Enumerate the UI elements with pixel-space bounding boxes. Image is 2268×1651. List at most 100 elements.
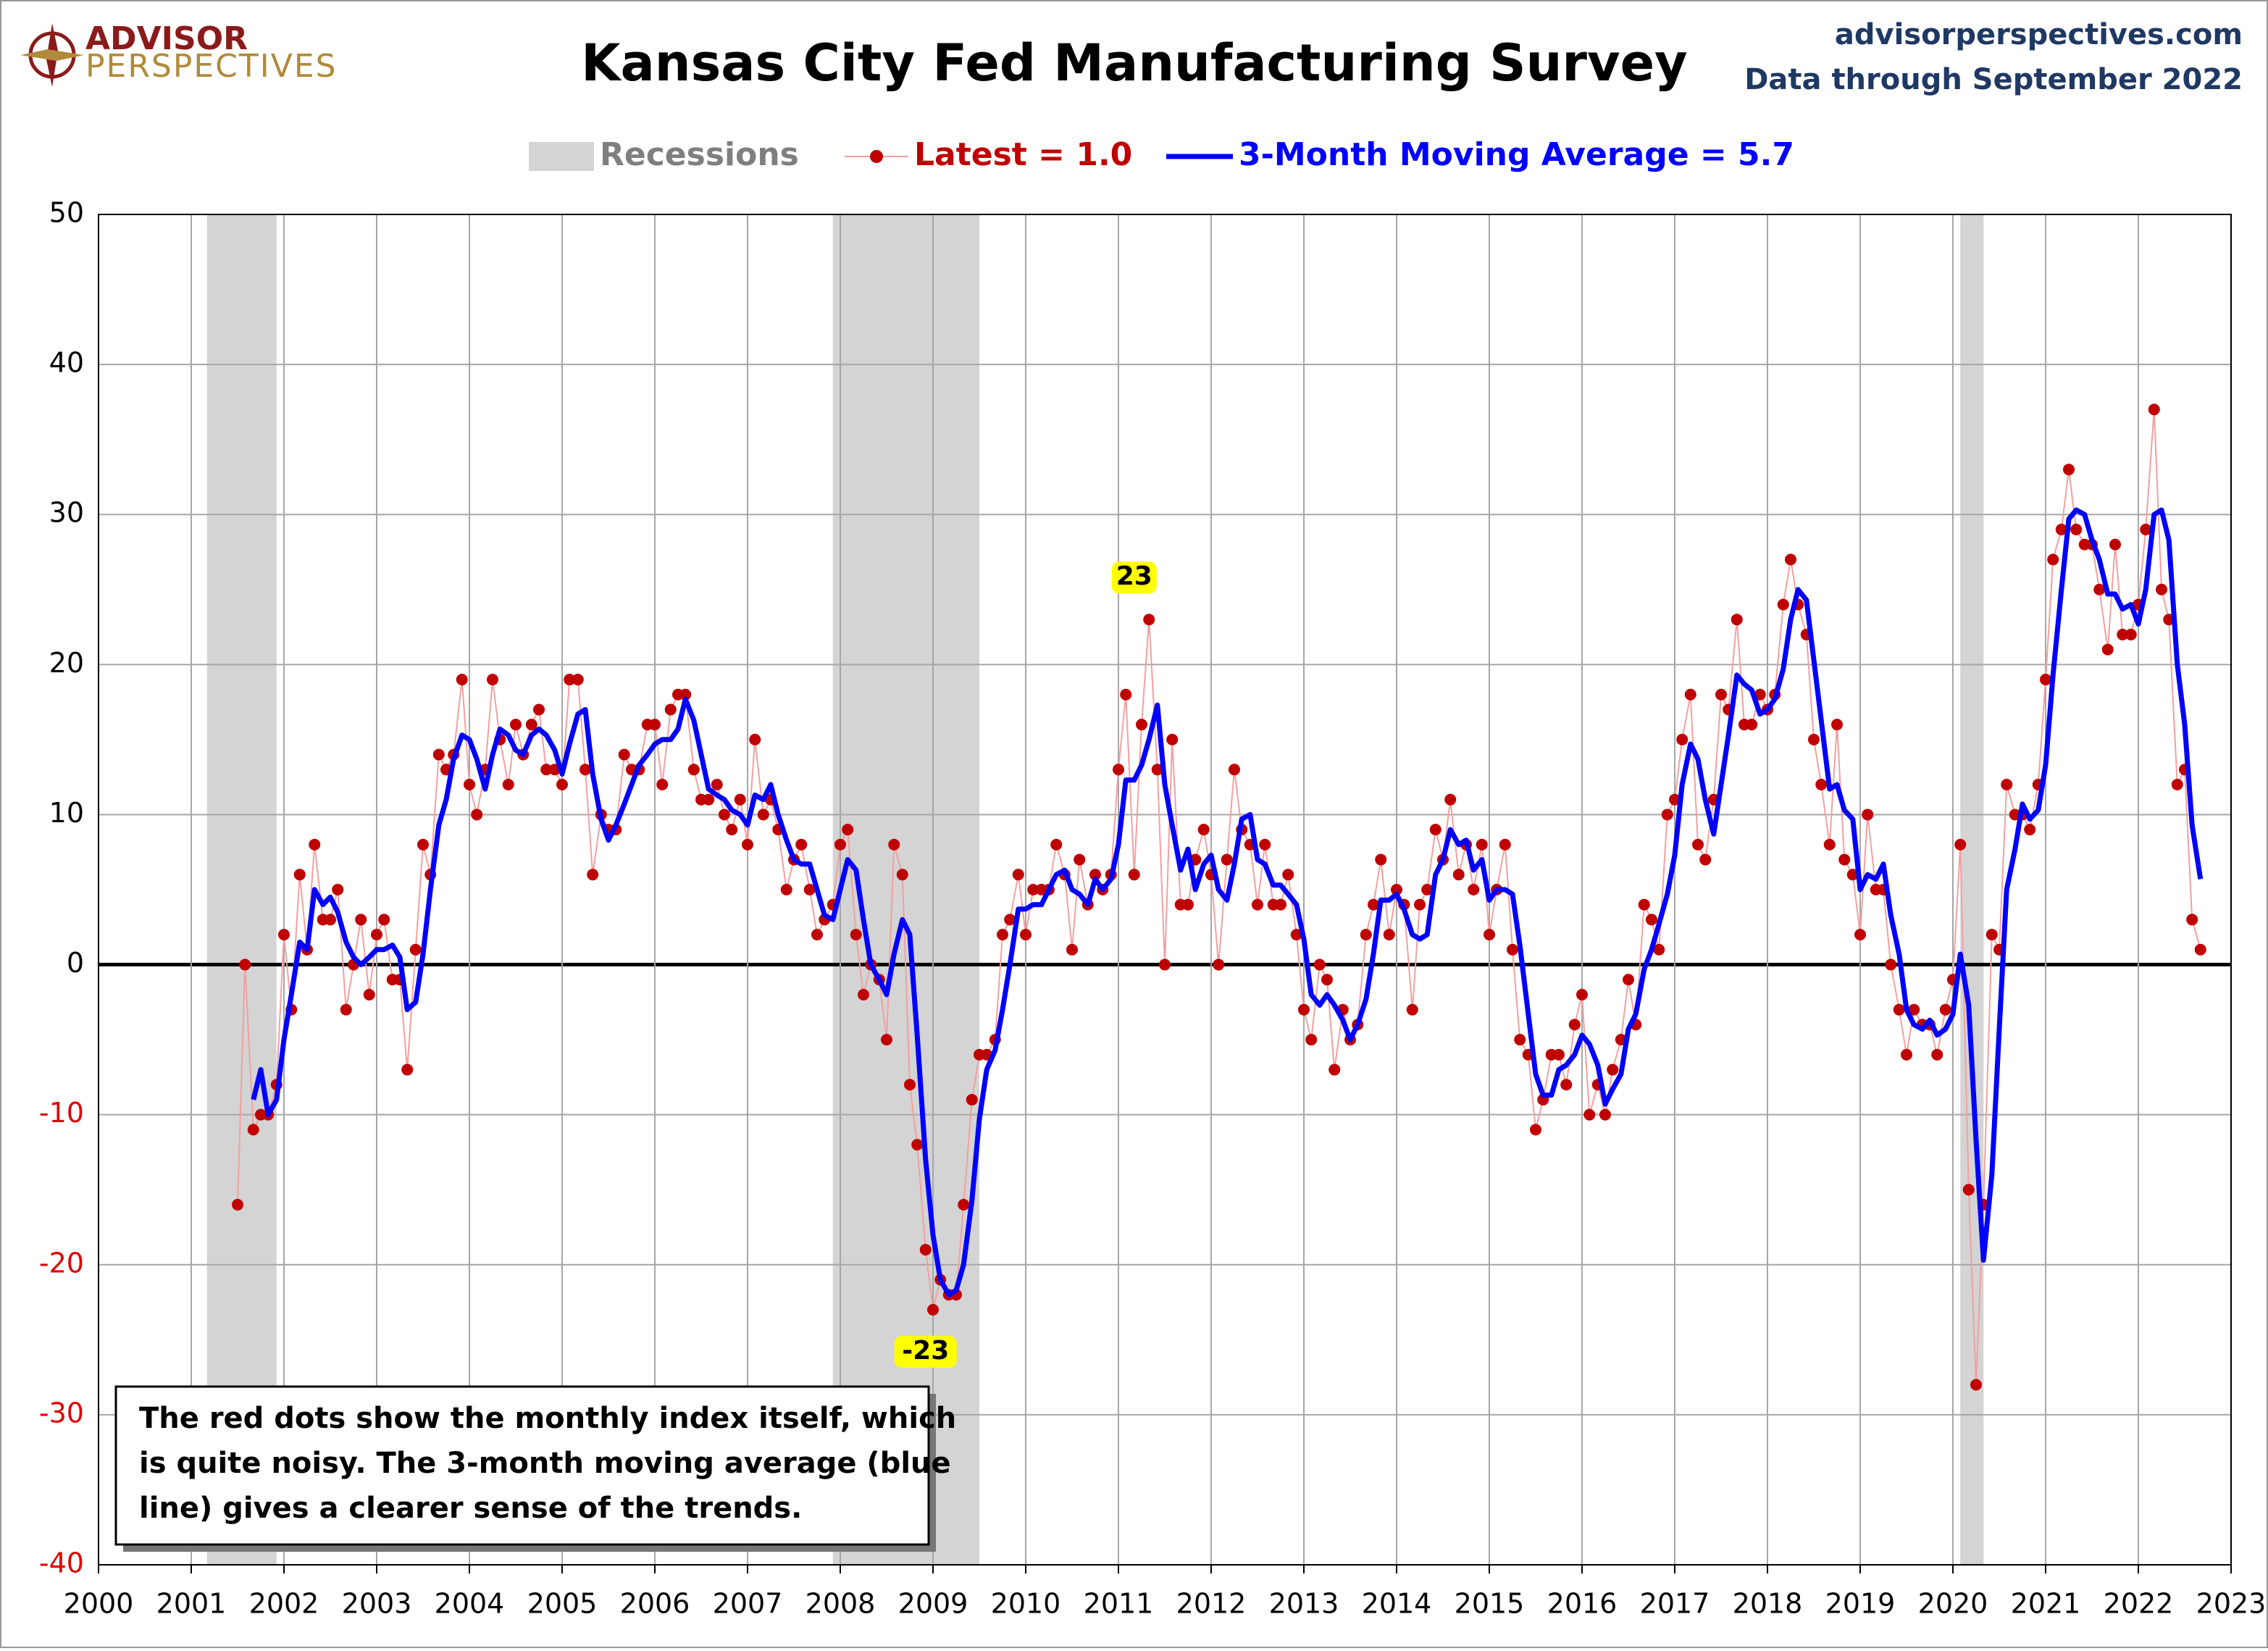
data-dot (1066, 943, 1078, 956)
data-dot (1113, 764, 1124, 776)
site: advisorperspectives.com (1835, 18, 2243, 51)
legend-label: Recessions (600, 136, 799, 173)
data-dot (749, 733, 761, 745)
x-tick-label: 2021 (2011, 1588, 2081, 1620)
data-dot (332, 884, 344, 895)
data-dot (2194, 943, 2206, 956)
data-dot (564, 674, 576, 686)
data-dot (1507, 943, 1518, 956)
annotation: 23 (1116, 561, 1152, 591)
data-dot (1120, 688, 1132, 701)
data-dot (409, 943, 422, 956)
data-dot (1136, 719, 1147, 731)
data-dot (1159, 958, 1171, 971)
data-dot (502, 779, 514, 791)
data-dot (432, 748, 445, 761)
data-note: Data through September 2022 (1744, 63, 2243, 96)
data-dot (1731, 614, 1743, 626)
data-dot (340, 1003, 352, 1016)
data-dot (1452, 869, 1465, 881)
data-dot (1985, 929, 1998, 941)
x-tick-label: 2004 (435, 1588, 505, 1620)
data-dot (1259, 838, 1271, 850)
chart-title: Kansas City Fed Manufacturing Survey (581, 33, 1687, 93)
annotation-bg (1111, 561, 1157, 594)
data-dot (378, 914, 390, 926)
data-dot (1221, 853, 1233, 866)
data-dot (456, 674, 468, 686)
data-dot (309, 838, 321, 850)
data-dot (1375, 853, 1387, 866)
data-dot (1282, 869, 1294, 881)
data-dot (1676, 733, 1689, 745)
x-tick-label: 2016 (1547, 1588, 1618, 1620)
data-dot (1931, 1048, 1943, 1061)
data-dot (417, 838, 429, 850)
data-dot (1715, 688, 1727, 701)
data-dot (2024, 824, 2036, 836)
annotation: -23 (902, 1336, 949, 1366)
logo-needle (20, 49, 84, 61)
data-dot (1305, 1034, 1318, 1046)
data-dot (1908, 1003, 1920, 1016)
data-dot (1862, 808, 1874, 821)
data-dot (656, 779, 669, 791)
data-dot (239, 958, 251, 971)
data-dot (1020, 929, 1032, 941)
data-dot (919, 1244, 932, 1256)
data-dot (896, 869, 908, 881)
data-dot (1050, 838, 1063, 850)
data-dot (1476, 838, 1488, 850)
legend: Recessions Latest = 1.0 3-Month Moving Ave… (529, 136, 1794, 173)
data-dot (1754, 688, 1766, 701)
y-tick-label: 50 (49, 197, 84, 229)
data-dot (1004, 914, 1016, 926)
data-dot (1391, 884, 1402, 895)
data-dot (679, 688, 692, 701)
data-dot (2001, 779, 2013, 791)
data-dot (1499, 838, 1511, 850)
data-dot (850, 929, 862, 941)
logo-top: ADVISOR (85, 20, 248, 57)
data-dot (780, 884, 792, 895)
data-dot (1275, 898, 1286, 911)
data-dot (1530, 1124, 1541, 1136)
data-dot (1939, 1003, 1951, 1016)
legend-swatch (870, 150, 883, 163)
data-dot (2156, 583, 2167, 595)
data-dot (649, 719, 661, 731)
plot: -40 -30 -20 -10 0 10 20 30 40 50 2000 2001 2002 2003 2… (39, 197, 2266, 1620)
data-dot (1151, 764, 1163, 776)
data-dot (734, 793, 746, 806)
recession-band (206, 214, 277, 1565)
data-dot (858, 988, 869, 1000)
x-tick-label: 2000 (64, 1588, 134, 1620)
data-dot (904, 1079, 916, 1091)
x-tick-label: 2005 (527, 1588, 598, 1620)
data-dot (587, 869, 599, 881)
data-dot (1746, 719, 1758, 731)
data-dot (1182, 898, 1194, 911)
data-dot (703, 793, 715, 806)
x-tick-label: 2020 (1918, 1588, 1988, 1620)
data-dot (487, 674, 498, 686)
data-dot (1321, 974, 1333, 986)
data-dot (2148, 404, 2160, 416)
note-text: is quite noisy. The 3-month moving avera… (139, 1447, 951, 1480)
data-dot (1290, 929, 1302, 941)
x-tick-label: 2008 (805, 1588, 876, 1620)
data-dot (1197, 824, 1210, 836)
data-dot (1429, 824, 1441, 836)
data-dot (1444, 793, 1457, 806)
data-dot (2109, 538, 2121, 551)
data-dot (1970, 1379, 1982, 1391)
moving-average-line (251, 507, 2204, 1297)
data-dot (371, 929, 382, 941)
x-tick-label: 2019 (1825, 1588, 1896, 1620)
data-dot (1599, 1108, 1611, 1121)
data-dot (1128, 869, 1140, 881)
data-dot (1560, 1079, 1573, 1091)
logo-bottom: PERSPECTIVES (85, 48, 338, 85)
data-dot (2070, 523, 2083, 535)
